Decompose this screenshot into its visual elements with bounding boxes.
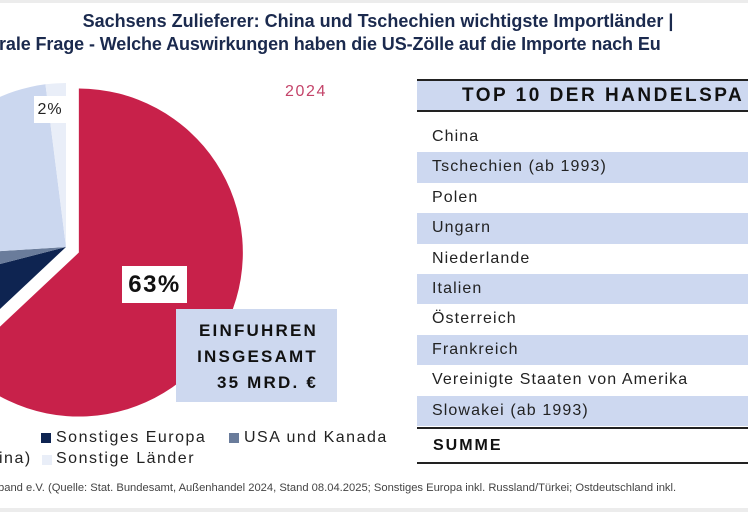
table-row: Ungarn: [417, 213, 748, 244]
pie-year-label: 2024: [285, 83, 327, 100]
top-border-strip: [0, 0, 748, 3]
legend-label-sonstige-laender: Sonstige Länder: [56, 450, 196, 467]
total-box-line-3: 35 MRD. €: [216, 373, 318, 392]
pie-slice-usa-und-kanada: [0, 247, 66, 264]
total-box-line-2: INSGESAMT: [197, 347, 318, 366]
legend-label-sonstiges-europa: Sonstiges Europa: [56, 429, 207, 446]
source-footnote: band e.V. (Quelle: Stat. Bundesamt, Auße…: [0, 482, 677, 494]
legend-swatch-sonstiges-europa: [41, 433, 51, 443]
table-row: Vereinigte Staaten von Amerika: [432, 371, 689, 389]
legend-label-cut-off: ina): [0, 450, 32, 467]
table-top-rule: [417, 79, 748, 81]
chart-title-line-1: Sachsens Zulieferer: China und Tschechie…: [82, 11, 674, 31]
chart-title-line-2: rale Frage - Welche Auswirkungen haben d…: [0, 34, 661, 54]
table-row: Polen: [432, 188, 479, 206]
bottom-border-strip: [0, 508, 748, 512]
table-row: China: [432, 128, 480, 145]
table-row: Italien: [417, 274, 748, 305]
slice-label-2-percent: 2%: [34, 96, 66, 123]
total-box-line-1: EINFUHREN: [199, 321, 318, 340]
table-row: Niederlande: [432, 249, 531, 267]
legend-swatch-sonstige-laender: [42, 455, 52, 465]
legend-label-usa-und-kanada: USA und Kanada: [244, 429, 388, 446]
table-row: Tschechien (ab 1993): [417, 152, 748, 183]
pie-slice-sonstige-laender: [45, 83, 66, 247]
legend-swatch-usa-und-kanada: [229, 433, 239, 443]
slice-label-63-percent: 63%: [122, 266, 187, 303]
table-header-rule: [417, 110, 748, 112]
table-bottom-rule: [417, 462, 748, 464]
table-sum-rule: [417, 427, 748, 429]
table-header-background: [417, 81, 748, 110]
table-sum-row: SUMME: [433, 437, 503, 454]
table-row: Österreich: [432, 310, 517, 328]
pie-slice-3: [0, 84, 66, 252]
table-row: Frankreich: [417, 334, 748, 366]
pie-slice-sonstiges-europa: [0, 247, 66, 309]
table-header-title: TOP 10 DER HANDELSPA: [462, 85, 745, 106]
table-row: Slowakei (ab 1993): [417, 395, 748, 426]
total-imports-box: EINFUHREN INSGESAMT 35 MRD. €: [176, 309, 337, 402]
